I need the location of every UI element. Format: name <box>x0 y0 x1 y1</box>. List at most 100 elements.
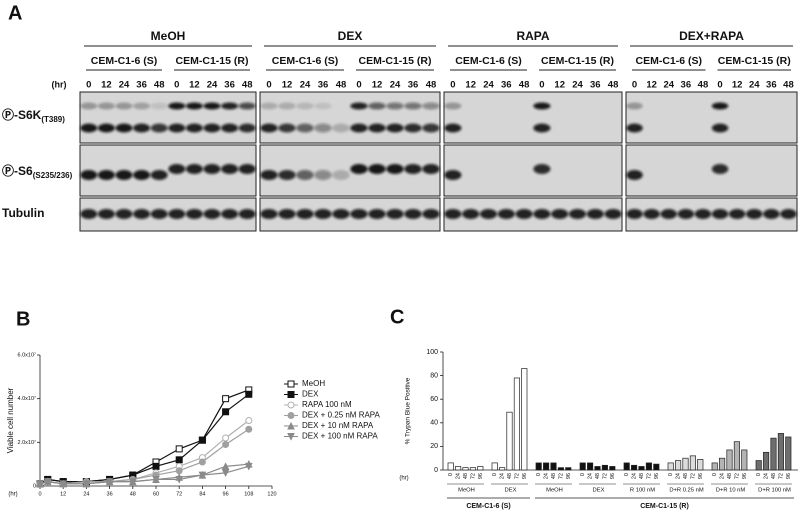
cell-line-label: CEM-C1-6 (S) <box>635 55 702 67</box>
band <box>350 209 368 219</box>
marker <box>287 421 295 430</box>
time-label: 12 <box>646 80 657 91</box>
x-tick-label: 24 <box>544 473 550 479</box>
band <box>404 102 422 110</box>
x-tick-label: 72 <box>778 473 784 479</box>
x-tick-label: 48 <box>683 473 689 479</box>
x-tick-label: 84 <box>199 491 205 497</box>
blot <box>443 91 623 144</box>
bar <box>462 467 469 471</box>
time-label: 36 <box>136 80 147 91</box>
marker <box>128 478 137 486</box>
x-tick-label: 0 <box>492 473 498 476</box>
marker <box>175 445 183 453</box>
marker <box>175 456 183 464</box>
bar <box>667 462 674 471</box>
time-label: 24 <box>663 80 674 91</box>
band <box>314 170 332 180</box>
cell-line-label: CEM-C1-6 (S) <box>466 503 510 510</box>
band <box>386 102 404 110</box>
marker <box>244 462 253 471</box>
band <box>462 209 480 219</box>
band <box>368 123 386 133</box>
group-label: DEX <box>593 488 605 494</box>
marker <box>221 462 230 470</box>
blot <box>259 91 441 144</box>
row-label: Ⓟ-S6(S235/236) <box>2 163 73 180</box>
x-tick-label: 60 <box>153 491 159 497</box>
cell-line-label: CEM-C1-6 (S) <box>91 55 158 67</box>
x-tick-label: 96 <box>522 473 528 479</box>
bar <box>543 462 550 471</box>
x-tick-label: 48 <box>507 473 513 479</box>
bar <box>491 462 498 471</box>
band <box>314 209 332 219</box>
band <box>97 102 115 110</box>
bar <box>535 462 542 471</box>
bar <box>499 467 506 471</box>
band <box>80 123 98 133</box>
bar <box>565 467 572 471</box>
band <box>133 123 151 133</box>
band <box>133 170 151 180</box>
x-tick-label: 0 <box>624 473 630 476</box>
legend-label: RAPA 100 nM <box>302 400 352 409</box>
band <box>643 209 660 219</box>
band <box>404 209 422 219</box>
x-axis-label: (hr) <box>399 476 408 482</box>
marker <box>152 462 160 470</box>
x-tick-label: 96 <box>742 473 748 479</box>
marker <box>198 436 206 444</box>
band <box>368 209 386 219</box>
bar <box>594 466 601 471</box>
band <box>260 102 278 110</box>
x-tick-label: 24 <box>632 473 638 479</box>
bar <box>455 466 462 471</box>
y-tick-label: 0 <box>33 483 36 489</box>
band <box>711 123 729 133</box>
bar <box>557 467 564 471</box>
band <box>660 209 677 219</box>
band <box>694 209 712 219</box>
row-sub: (T389) <box>41 115 65 124</box>
legend-label: DEX + 100 nM RAPA <box>302 432 378 441</box>
x-tick-label: 24 <box>83 491 89 497</box>
x-tick-label: 96 <box>786 473 792 479</box>
band <box>115 102 133 110</box>
time-label: 12 <box>189 80 200 91</box>
band <box>168 209 186 219</box>
time-label: 24 <box>119 80 130 91</box>
marker <box>105 478 114 486</box>
x-axis-label: (hr) <box>8 492 17 498</box>
band <box>444 170 462 180</box>
x-tick-label: 24 <box>676 473 682 479</box>
marker <box>222 395 230 403</box>
group-label: DEX <box>505 488 517 494</box>
bands <box>80 102 256 219</box>
cell-line-label: CEM-C1-6 (S) <box>455 55 522 67</box>
time-label: 48 <box>608 80 619 91</box>
band <box>711 209 729 219</box>
x-tick-label: 96 <box>478 473 484 479</box>
band <box>350 123 368 133</box>
band <box>203 164 221 174</box>
time-label: 0 <box>717 80 722 91</box>
series-line <box>39 420 250 485</box>
marker <box>43 478 52 486</box>
group-label: D+R 100 nM <box>758 488 791 494</box>
band <box>221 164 239 174</box>
time-label: 24 <box>207 80 218 91</box>
time-label: 36 <box>408 80 419 91</box>
x-tick-label: 24 <box>456 473 462 479</box>
treatment-label: DEX <box>338 29 363 43</box>
time-label: 24 <box>390 80 401 91</box>
band <box>185 209 203 219</box>
panel-label: C <box>390 306 404 328</box>
time-label: 0 <box>356 80 361 91</box>
band <box>386 123 404 133</box>
row-name: Ⓟ-S6K <box>2 107 42 122</box>
y-tick-label: 60 <box>430 396 438 403</box>
y-tick-label: 0 <box>434 467 438 474</box>
time-label: 24 <box>749 80 760 91</box>
x-tick-label: 72 <box>734 473 740 479</box>
